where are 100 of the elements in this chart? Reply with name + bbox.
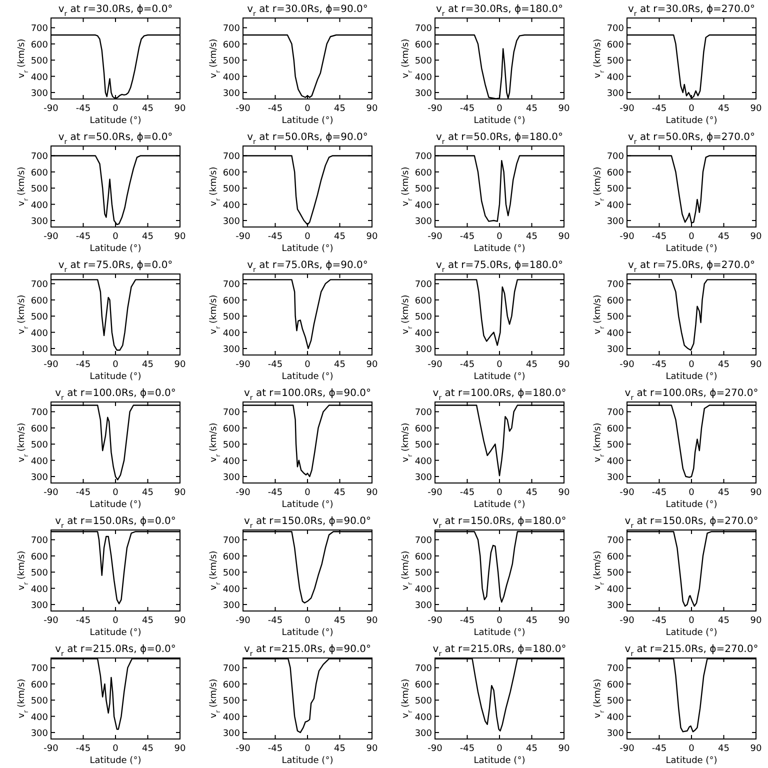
y-tick-label: 500 [606,312,624,323]
x-axis-title: Latitude (°) [90,244,142,254]
y-tick-label: 400 [606,200,624,211]
y-tick-label: 300 [222,217,240,228]
x-tick-label: -90 [44,104,59,114]
x-axis-title: Latitude (°) [474,500,526,510]
x-tick-label: 45 [142,616,154,626]
x-tick-label: 45 [142,104,154,114]
x-tick-label: -90 [236,616,251,626]
y-tick-label: 500 [414,696,432,707]
y-tick-label: 400 [414,328,432,339]
y-tick-label: 300 [606,729,624,740]
y-tick-label: 700 [606,280,624,290]
y-tick-label: 700 [222,152,240,162]
y-tick-label: 500 [606,56,624,67]
y-tick-label: 500 [30,312,48,323]
x-tick-label: 0 [112,360,119,370]
x-tick-label: 0 [688,232,695,242]
y-tick-label: 500 [30,184,48,195]
y-tick-label: 700 [222,536,240,546]
x-axis-title: Latitude (°) [474,244,526,254]
y-tick-label: 500 [30,440,48,451]
y-tick-label: 700 [222,408,240,418]
x-tick-label: 45 [526,104,538,114]
x-tick-label: 45 [526,360,538,370]
x-tick-label: -90 [620,488,635,498]
x-tick-label: -45 [652,104,667,114]
y-tick-label: 600 [222,424,240,434]
y-tick-label: 400 [414,200,432,211]
y-tick-label: 500 [414,440,432,451]
y-tick-label: 600 [222,552,240,562]
x-tick-label: -90 [428,232,443,242]
x-tick-label: -45 [76,232,91,242]
y-tick-label: 300 [222,473,240,484]
x-axis-title: Latitude (°) [474,372,526,382]
x-tick-label: 0 [496,744,503,754]
x-tick-label: 0 [112,104,119,114]
x-tick-label: -45 [76,104,91,114]
x-tick-label: 90 [366,744,378,754]
x-tick-label: -45 [460,360,475,370]
x-axis-title: Latitude (°) [474,756,526,766]
x-tick-label: 0 [688,360,695,370]
y-tick-label: 400 [222,712,240,723]
y-tick-label: 600 [606,168,624,178]
y-tick-label: 500 [222,184,240,195]
x-tick-label: 45 [142,488,154,498]
chart-title: v$_{r}$ at r=50.0Rs, ϕ=0.0° [58,132,173,146]
x-tick-label: -45 [460,744,475,754]
y-tick-label: 500 [606,568,624,579]
x-tick-label: -90 [44,744,59,754]
y-tick-label: 300 [606,89,624,100]
y-tick-label: 300 [606,345,624,356]
x-tick-label: 90 [558,744,570,754]
y-tick-label: 500 [606,184,624,195]
x-tick-label: 45 [334,360,346,370]
x-axis-title: Latitude (°) [282,116,334,126]
x-axis-title: Latitude (°) [666,372,718,382]
x-tick-label: -90 [620,616,635,626]
y-tick-label: 600 [222,296,240,306]
y-tick-label: 500 [414,184,432,195]
chart-title: v$_{r}$ at r=100.0Rs, ϕ=270.0° [624,388,758,402]
x-tick-label: 45 [718,744,730,754]
x-tick-label: 45 [142,744,154,754]
y-tick-label: 400 [606,584,624,595]
chart-title: v$_{r}$ at r=215.0Rs, ϕ=0.0° [55,644,176,658]
y-tick-label: 600 [222,168,240,178]
y-tick-label: 300 [30,345,48,356]
y-tick-label: 700 [30,24,48,34]
x-tick-label: 90 [558,360,570,370]
y-tick-label: 300 [414,473,432,484]
x-tick-label: 45 [526,232,538,242]
x-tick-label: -45 [460,104,475,114]
x-tick-label: -90 [236,232,251,242]
y-tick-label: 600 [414,168,432,178]
y-tick-label: 700 [606,152,624,162]
y-tick-label: 500 [30,568,48,579]
x-tick-label: -45 [460,232,475,242]
x-tick-label: -90 [620,360,635,370]
y-tick-label: 700 [30,536,48,546]
y-tick-label: 300 [222,601,240,612]
x-axis-title: Latitude (°) [90,500,142,510]
y-tick-label: 300 [414,345,432,356]
x-tick-label: 90 [558,616,570,626]
chart-title: v$_{r}$ at r=150.0Rs, ϕ=0.0° [55,516,176,530]
y-tick-label: 300 [606,217,624,228]
y-tick-label: 500 [30,696,48,707]
y-tick-label: 400 [222,584,240,595]
y-tick-label: 700 [414,152,432,162]
y-tick-label: 400 [30,72,48,83]
y-tick-label: 700 [414,536,432,546]
y-tick-label: 500 [606,696,624,707]
x-tick-label: 0 [112,616,119,626]
chart-title: v$_{r}$ at r=215.0Rs, ϕ=270.0° [624,644,758,658]
x-tick-label: 90 [750,232,762,242]
x-tick-label: -90 [44,616,59,626]
x-tick-label: 45 [334,104,346,114]
x-tick-label: 0 [112,488,119,498]
chart-title: v$_{r}$ at r=30.0Rs, ϕ=180.0° [436,4,564,18]
y-tick-label: 700 [414,24,432,34]
chart-title: v$_{r}$ at r=75.0Rs, ϕ=90.0° [247,260,368,274]
